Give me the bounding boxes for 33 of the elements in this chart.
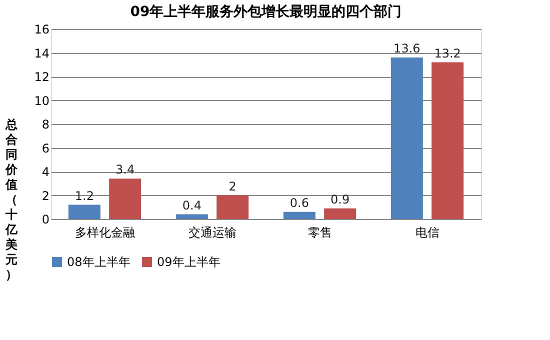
bar xyxy=(68,204,100,219)
y-tick-label: 2 xyxy=(42,188,50,203)
text: 总合同价值（十亿美元） xyxy=(6,118,18,282)
bar xyxy=(176,214,208,219)
data-label: 2 xyxy=(228,179,236,194)
legend-label: 09年上半年 xyxy=(157,255,220,269)
data-label: 13.2 xyxy=(434,46,461,60)
bar xyxy=(390,58,423,219)
y-tick-label: 8 xyxy=(42,118,50,132)
y-tick-label: 6 xyxy=(42,141,50,156)
bar xyxy=(432,62,464,219)
bar xyxy=(324,208,356,219)
y-tick-label: 16 xyxy=(34,22,50,36)
data-label: 1.2 xyxy=(74,188,94,203)
x-tick-label: 电信 xyxy=(415,226,440,240)
x-tick-label: 多样化金融 xyxy=(74,226,135,240)
y-tick-label: 4 xyxy=(42,165,50,179)
x-tick-label: 交通运输 xyxy=(188,226,236,240)
x-tick-label: 零售 xyxy=(308,226,332,240)
data-label: 3.4 xyxy=(116,162,135,177)
chart-title: 09年上半年服务外包增长最明显的四个部门 xyxy=(130,3,402,20)
y-tick-label: 10 xyxy=(34,94,50,108)
y-tick-label: 14 xyxy=(34,46,50,60)
legend-label: 08年上半年 xyxy=(67,255,130,269)
bar xyxy=(109,178,142,219)
bar xyxy=(283,212,316,219)
data-label: 0.6 xyxy=(290,196,309,210)
data-label: 0.4 xyxy=(182,198,202,212)
y-tick-label: 12 xyxy=(34,70,50,84)
bar xyxy=(216,195,249,219)
data-label: 13.6 xyxy=(394,42,420,56)
data-label: 0.9 xyxy=(330,192,350,206)
y-tick-label: 0 xyxy=(42,212,50,226)
